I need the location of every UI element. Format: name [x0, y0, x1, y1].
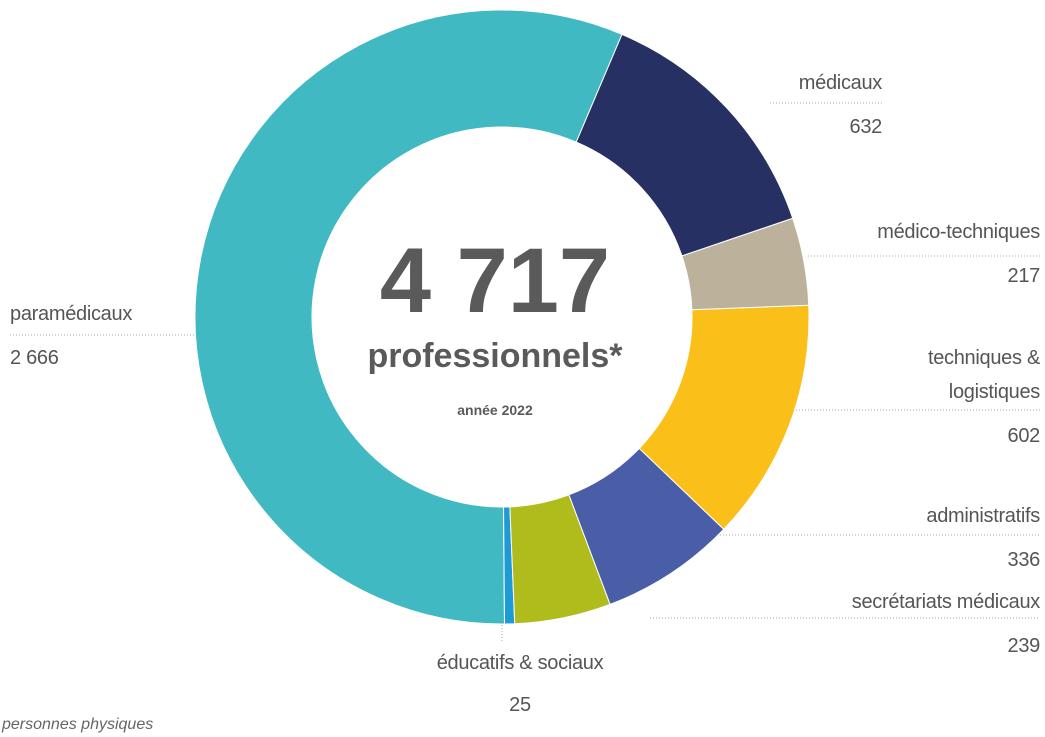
label-group: médico-techniques 217: [780, 215, 1040, 293]
value-label: 239: [1007, 635, 1041, 657]
category-label: médico-techniques: [877, 221, 1040, 243]
value-label: 25: [509, 694, 531, 716]
donut-segment: [503, 506, 516, 625]
note: année 2022: [457, 402, 533, 418]
category-label: paramédicaux: [10, 303, 133, 325]
category-label: médicaux: [798, 72, 883, 94]
label-group: secrétariats médicaux 239: [740, 585, 1041, 663]
value-label: 632: [849, 116, 883, 138]
label-group: paramédicaux 2 666: [10, 297, 210, 375]
donut-segment: [568, 447, 725, 605]
donut-segment: [638, 304, 810, 530]
category-label: secrétariats médicaux: [851, 591, 1041, 613]
total: 4 717: [380, 230, 610, 332]
category-label: éducatifs & sociaux: [436, 652, 604, 674]
label-group: éducatifs & sociaux 25: [400, 646, 640, 722]
category-label: administratifs: [926, 505, 1040, 527]
label-group: médicaux 632: [682, 66, 883, 144]
donut-segment: [575, 33, 794, 257]
donut-segment: [681, 217, 810, 311]
value-label: 336: [1007, 549, 1041, 571]
value-label: 602: [1007, 425, 1041, 447]
category-label: techniques & logistiques: [927, 347, 1040, 403]
subtitle: professionnels*: [367, 337, 623, 375]
donut-segment: [194, 9, 623, 625]
footnote: personnes physiques: [2, 716, 154, 733]
label-group: administratifs 336: [780, 499, 1040, 577]
donut-segment: [509, 494, 611, 625]
value-label: 2 666: [10, 347, 59, 369]
label-group: techniques & logistiques 602: [880, 341, 1040, 453]
value-label: 217: [1007, 265, 1041, 287]
